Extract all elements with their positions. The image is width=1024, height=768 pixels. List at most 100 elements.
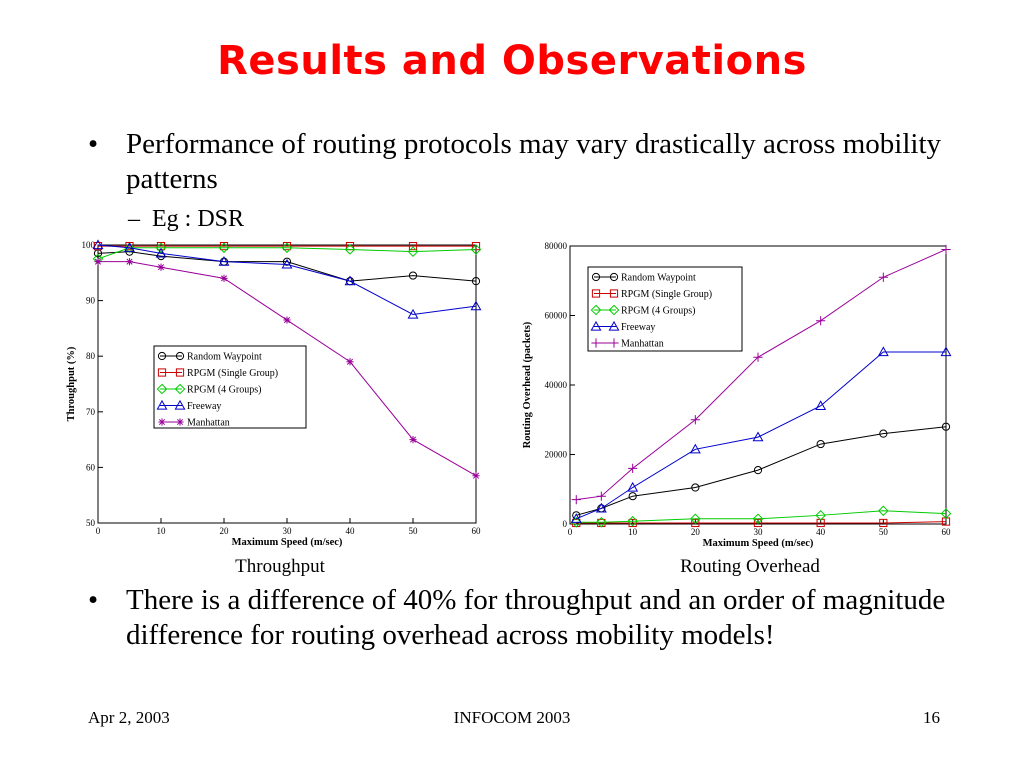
data-point [816,439,825,449]
legend-item: RPGM (Single Group) [157,368,278,379]
data-point [596,516,607,528]
data-point [218,242,230,254]
data-point [941,244,951,255]
series-line [97,244,477,316]
x-tick-label: 20 [220,526,230,536]
data-point [407,308,419,319]
y-tick-label: 60 [86,462,96,472]
legend: Random Waypoint RPGM (Single Group) RPGM (… [153,345,307,429]
legend-marker [176,418,184,426]
data-point [627,515,638,527]
data-point [344,275,356,286]
routing-overhead-chart: 0 10 20 30 40 50 60 0 20000 40000 60000 80000 Maximu… [522,241,952,549]
y-axis-label: Routing Overhead (packets) [522,321,533,448]
bullet-dot: • [88,128,99,160]
data-point [815,400,827,410]
x-axis-label: Maximum Speed (m/sec) [703,538,814,549]
data-point [627,481,639,492]
footer-conference: INFOCOM 2003 [453,708,571,727]
data-point [690,513,701,525]
legend-label: Random Waypoint [187,352,262,363]
data-point [570,516,582,528]
x-tick-label: 50 [409,526,419,536]
legend-marker [156,383,168,395]
throughput-caption: Throughput [235,556,325,577]
data-point [155,242,167,254]
data-point [879,429,888,438]
legend-marker [157,351,167,361]
data-point [283,316,291,324]
data-point [690,415,700,425]
data-point [408,242,418,251]
y-tick-label: 50 [86,518,96,528]
series-manhattan [571,244,951,505]
legend-marker [608,320,620,331]
y-tick-label: 90 [86,296,96,306]
footer-date: Apr 2, 2003 [88,708,170,727]
data-point [691,483,700,492]
legend: Random Waypoint RPGM (Single Group) RPGM (… [587,266,743,352]
data-point [941,422,951,431]
x-tick-label: 20 [691,527,701,537]
y-tick-label: 80000 [545,241,568,251]
legend-label: Manhattan [621,339,664,350]
series-rpgm-4-groups [92,242,482,265]
legend-marker [591,272,601,282]
y-axis-label: Throughput (%) [66,346,77,421]
data-point [752,513,764,525]
legend-label: Manhattan [187,418,230,429]
data-point [940,508,952,519]
data-point [753,352,763,362]
data-point [124,242,135,254]
x-tick-label: 40 [816,527,826,537]
series-line [576,249,947,501]
legend-item: Random Waypoint [157,351,262,363]
data-point [816,316,826,326]
data-point [877,346,889,357]
data-point [346,358,354,366]
data-point [879,518,888,528]
series-line [576,426,947,516]
routing-overhead-caption: Routing Overhead [680,556,820,577]
series-line [576,510,947,523]
legend-marker [157,368,167,377]
series-line [97,251,477,282]
legend-marker [609,338,619,348]
data-point [281,242,293,254]
legend-label: Freeway [621,322,655,333]
legend-marker [608,304,620,316]
y-tick-label: 80 [86,351,96,361]
data-point [628,518,637,528]
legend-marker [609,272,619,282]
data-point [94,258,102,266]
data-point [125,258,134,266]
bullet-1-text: Performance of routing protocols may var… [126,128,942,195]
legend-marker [590,304,602,316]
slide-title: Results and Observations [217,38,807,84]
data-point [409,436,417,444]
y-tick-label: 0 [563,519,568,529]
x-tick-label: 10 [157,526,167,536]
data-point [752,431,764,442]
footer-page-number: 16 [923,708,940,727]
data-point [815,510,826,521]
x-axis-label: Maximum Speed (m/sec) [232,537,343,548]
legend-marker [175,368,185,377]
x-tick-label: 60 [472,526,482,536]
data-point [753,466,763,475]
x-tick-label: 0 [96,526,101,536]
data-point [157,263,165,271]
data-point [878,272,888,282]
legend-marker [156,399,168,410]
data-point [595,502,607,513]
data-point [92,239,104,250]
data-point [408,271,418,280]
x-tick-label: 60 [942,527,952,537]
data-point [220,274,228,282]
legend-marker [590,320,602,331]
legend-marker [174,399,186,410]
bullet-dot: • [88,584,99,616]
data-point [689,443,701,454]
sub-bullet: – Eg : DSR [128,206,244,233]
legend-label: RPGM (Single Group) [621,289,712,300]
